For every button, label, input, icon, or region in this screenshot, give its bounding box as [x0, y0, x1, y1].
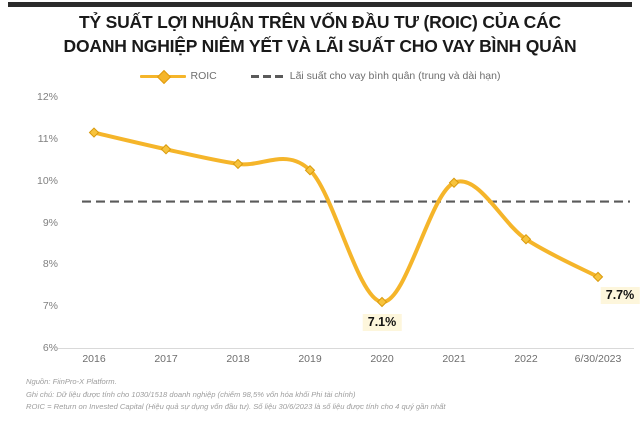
legend-label-roic: ROIC	[190, 70, 217, 82]
chart-footnotes: Nguồn: FiinPro-X Platform. Ghi chú: Dữ l…	[26, 376, 630, 414]
chart-title-line-2: DOANH NGHIỆP NIÊM YẾT VÀ LÃI SUẤT CHO VA…	[63, 36, 577, 56]
x-axis-tick-label: 2021	[442, 353, 466, 365]
y-axis-tick-label: 9%	[42, 216, 58, 229]
y-axis-tick-label: 7%	[42, 300, 58, 313]
data-point-marker[interactable]	[592, 271, 604, 283]
x-axis-tick-label: 2022	[514, 353, 538, 365]
x-axis-tick-label: 2018	[226, 353, 250, 365]
legend-label-lending-rate: Lãi suất cho vay bình quân (trung và dài…	[289, 70, 501, 82]
x-axis-tick-label: 2019	[298, 353, 322, 365]
data-point-marker[interactable]	[304, 164, 316, 176]
legend-item-roic[interactable]: ROIC	[139, 69, 217, 85]
footnote-note: Ghi chú: Dữ liệu được tính cho 1030/1518…	[26, 389, 356, 399]
data-label: 7.1%	[362, 313, 402, 331]
series-line-roic	[92, 130, 600, 304]
chart-legend: ROIC Lãi suất cho vay bình quân (trung v…	[0, 69, 640, 85]
y-axis-tick-label: 11%	[37, 132, 58, 145]
data-point-marker[interactable]	[448, 177, 460, 188]
x-axis-tick-label: 2016	[82, 353, 106, 365]
x-axis-tick-label: 2017	[154, 353, 178, 365]
legend-item-lending-rate[interactable]: Lãi suất cho vay bình quân (trung và dài…	[250, 70, 501, 82]
data-point-marker[interactable]	[232, 158, 244, 170]
chart-title-line-1: TỶ SUẤT LỢI NHUẬN TRÊN VỐN ĐẦU TƯ (ROIC)…	[79, 12, 561, 32]
y-axis-tick-label: 6%	[42, 342, 58, 354]
top-divider-rule	[8, 2, 632, 7]
data-label: 7.7%	[600, 286, 640, 304]
data-point-marker[interactable]	[160, 144, 172, 155]
x-axis-tick-label: 6/30/2023	[574, 353, 622, 365]
data-point-marker[interactable]	[88, 127, 100, 138]
x-axis-tick-label: 2020	[370, 353, 394, 365]
data-point-marker[interactable]	[376, 296, 388, 308]
dashed-line-icon	[250, 71, 285, 81]
chart-title: TỶ SUẤT LỢI NHUẬN TRÊN VỐN ĐẦU TƯ (ROIC)…	[20, 10, 620, 58]
x-axis-line	[58, 348, 634, 349]
footnote-source: Nguồn: FiinPro-X Platform.	[26, 377, 117, 386]
y-axis-tick-label: 12%	[36, 91, 58, 103]
line-marker-icon	[139, 69, 186, 85]
footnote-definition: ROIC = Return on Invested Capital (Hiệu …	[26, 402, 446, 411]
y-axis-tick-label: 8%	[42, 258, 58, 271]
data-point-marker[interactable]	[520, 234, 532, 245]
y-axis-tick-label: 10%	[36, 174, 58, 187]
